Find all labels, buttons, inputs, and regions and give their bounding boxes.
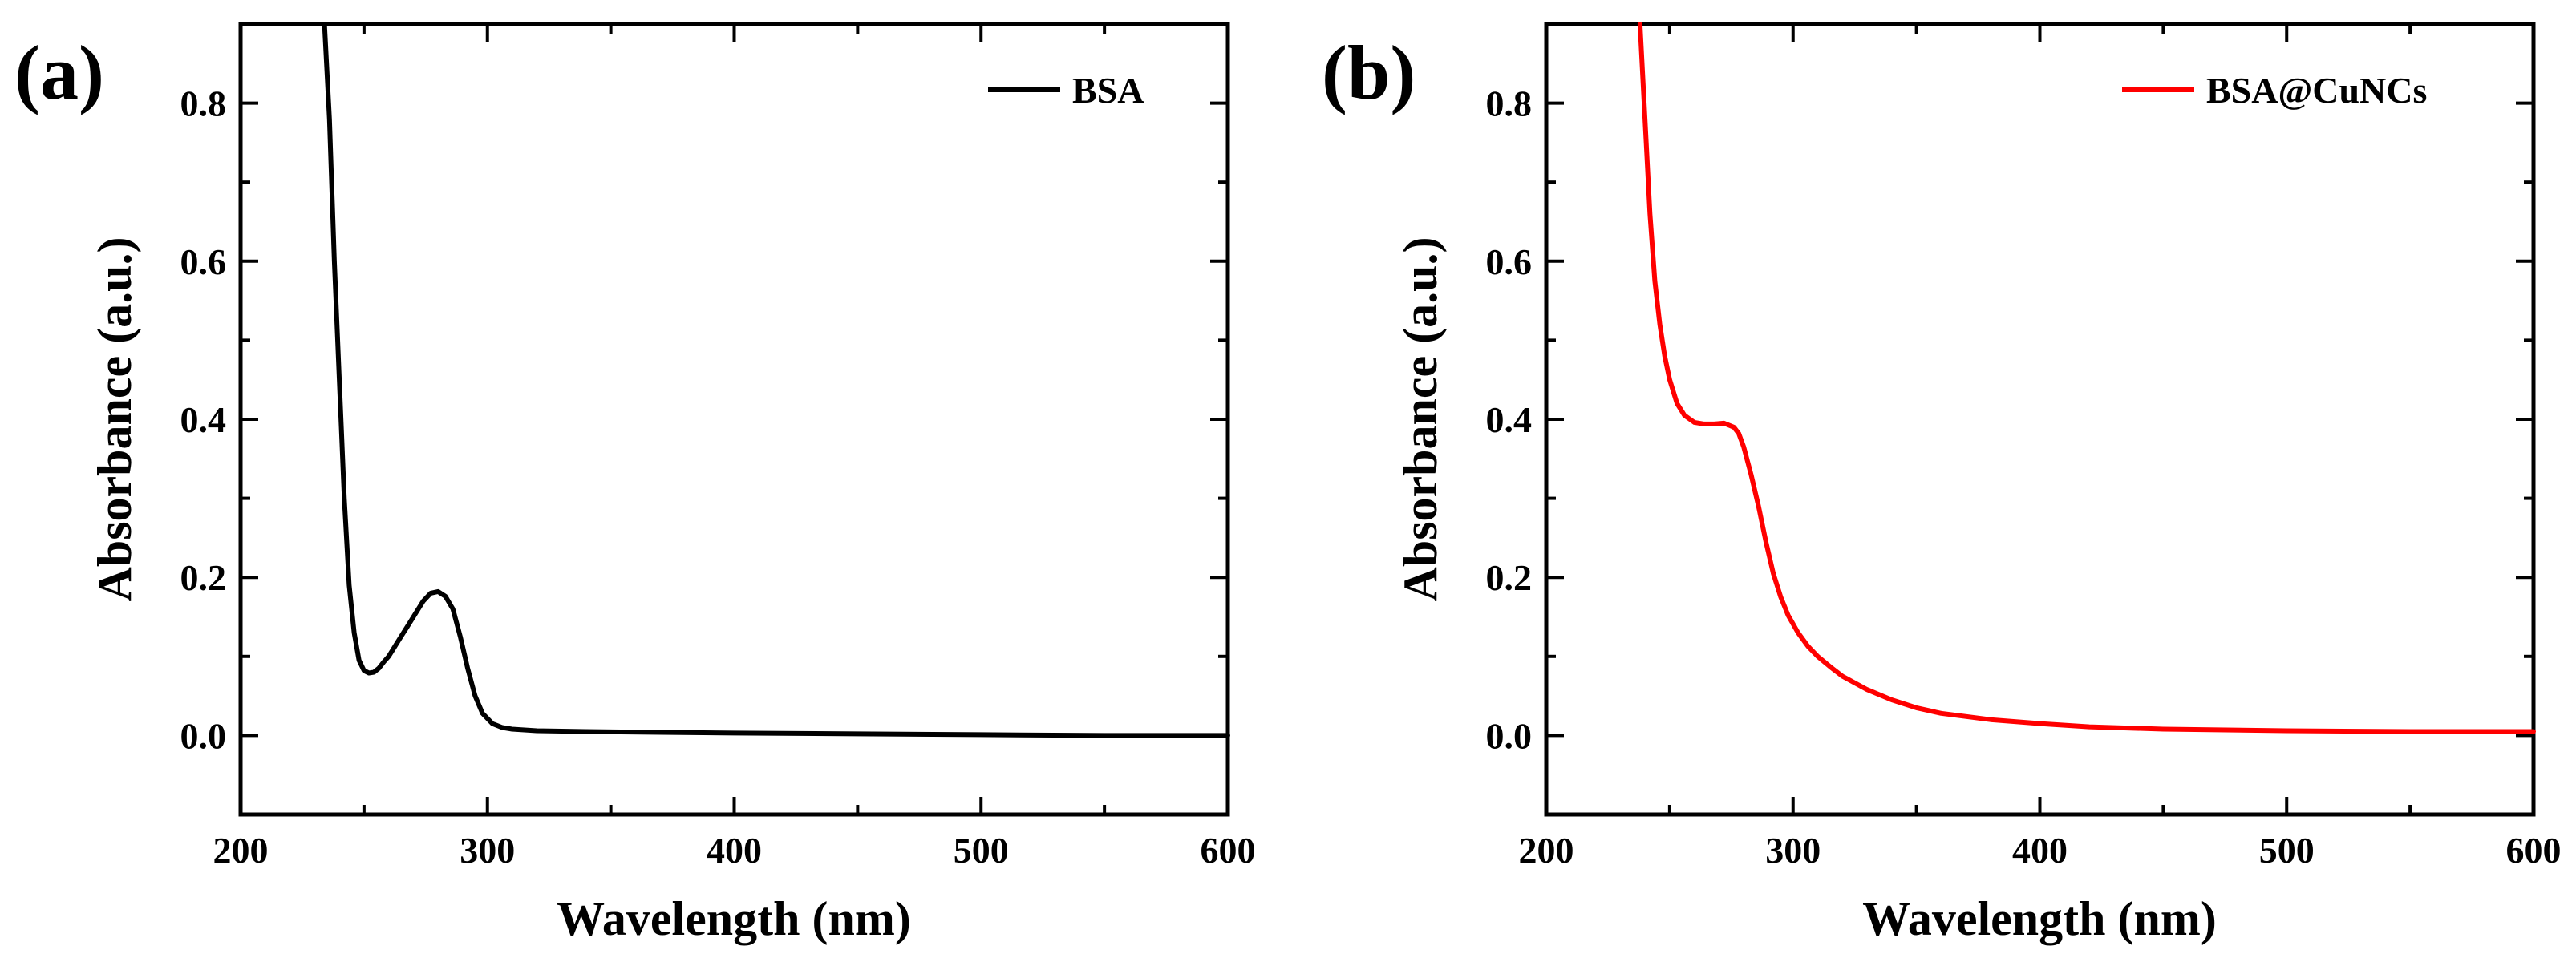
- panel-a-y-tick-label: 0.2: [180, 557, 227, 598]
- panel-b-x-tick-label: 600: [2506, 830, 2562, 871]
- panel-b-x-tick-label: 200: [1519, 830, 1574, 871]
- panel-b-plot-frame: [1544, 22, 2536, 817]
- panel-a-tick-labels: 200 300 400 500 600 0.0 0.2 0.4 0.6 0.8: [180, 83, 1256, 871]
- panel-a-plot-frame: [238, 22, 1230, 817]
- panel-a-bsa-curve: [322, 22, 1230, 738]
- panel-b-x-axis-title: Wavelength (nm): [1862, 892, 2217, 945]
- panel-b-y-tick-label: 0.8: [1486, 83, 1533, 124]
- panel-a-legend: BSA: [988, 70, 1144, 111]
- panel-b-legend-label: BSA@CuNCs: [2206, 70, 2427, 111]
- panel-a-chart: (a) 200 300 400 500 600 0.0 0.2 0.4 0.6 0.8 BSA W…: [14, 22, 1256, 945]
- panel-a-y-tick-label: 0.4: [180, 399, 227, 440]
- panel-b-label: (b): [1322, 30, 1416, 115]
- panel-a-y-axis-title: Absorbance (a.u.): [88, 236, 141, 601]
- panel-b-ticks: [1545, 22, 2535, 816]
- panel-a-y-tick-label: 0.8: [180, 83, 227, 124]
- panel-b-y-tick-label: 0.4: [1486, 399, 1533, 440]
- panel-b-chart: (b) 200 300 400 500 600 0.0 0.2 0.4 0.6 0.8 BSA@C…: [1322, 22, 2562, 945]
- panel-b-y-tick-label: 0.2: [1486, 557, 1533, 598]
- panel-a-x-tick-label: 400: [707, 830, 762, 871]
- panel-b-x-tick-label: 500: [2259, 830, 2315, 871]
- panel-b-bsa-cuncs-curve: [1637, 22, 2536, 734]
- panel-a-x-tick-label: 300: [460, 830, 515, 871]
- panel-a-ticks: [239, 22, 1229, 816]
- panel-b-y-axis-title: Absorbance (a.u.): [1394, 236, 1447, 601]
- panel-b-x-tick-label: 300: [1765, 830, 1821, 871]
- panel-a-x-tick-label: 200: [213, 830, 269, 871]
- panel-a-x-tick-label: 600: [1201, 830, 1256, 871]
- panel-b-tick-labels: 200 300 400 500 600 0.0 0.2 0.4 0.6 0.8: [1486, 83, 2562, 871]
- panel-a-label: (a): [14, 30, 104, 115]
- panel-a-x-axis-title: Wavelength (nm): [557, 892, 911, 945]
- panel-b-y-tick-label: 0.6: [1486, 241, 1533, 282]
- panel-b-y-tick-label: 0.0: [1486, 715, 1533, 756]
- panel-a-x-tick-label: 500: [954, 830, 1009, 871]
- panel-b-x-tick-label: 400: [2012, 830, 2068, 871]
- panel-a-y-tick-label: 0.0: [180, 715, 227, 756]
- panel-b-legend: BSA@CuNCs: [2122, 70, 2427, 111]
- panel-a-legend-label: BSA: [1072, 70, 1144, 111]
- panel-a-y-tick-label: 0.6: [180, 241, 227, 282]
